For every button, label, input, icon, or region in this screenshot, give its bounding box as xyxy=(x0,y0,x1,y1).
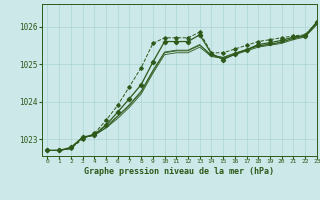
X-axis label: Graphe pression niveau de la mer (hPa): Graphe pression niveau de la mer (hPa) xyxy=(84,167,274,176)
